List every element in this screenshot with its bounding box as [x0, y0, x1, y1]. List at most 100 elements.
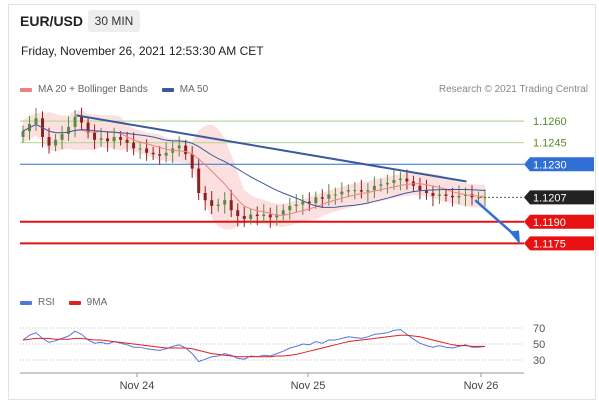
rsi-swatch — [20, 300, 32, 305]
candle-body — [418, 185, 422, 191]
candle-body — [457, 195, 461, 198]
rsi-ma-swatch — [68, 300, 81, 305]
x-tick-label: Nov 25 — [291, 380, 326, 392]
x-tick-label: Nov 26 — [464, 380, 499, 392]
candle-body — [314, 197, 318, 204]
candle-body — [34, 118, 38, 124]
candle-body — [210, 200, 214, 206]
ma50-line — [22, 123, 486, 208]
candle-body — [398, 178, 402, 181]
candle-body — [444, 194, 448, 196]
legend-ma50-label: MA 50 — [179, 84, 209, 95]
level-label-1.1190: 1.1190 — [533, 217, 566, 229]
rsi-tick-30: 30 — [533, 355, 545, 367]
candle-body — [450, 195, 454, 198]
candle-body — [145, 148, 149, 153]
timestamp: Friday, November 26, 2021 12:53:30 AM CE… — [21, 44, 264, 58]
rsi-tick-50: 50 — [533, 339, 545, 351]
candle-body — [353, 190, 357, 192]
level-badge-1.1207 — [524, 190, 594, 205]
research-credit: Research © 2021 Trading Central — [438, 84, 588, 95]
level-label-1.1175: 1.1175 — [533, 238, 566, 250]
price-legend: MA 20 + Bollinger Bands MA 50 — [20, 84, 222, 95]
candle-body — [158, 154, 162, 156]
candle-body — [119, 136, 123, 140]
candle-body — [366, 190, 370, 192]
candle-body — [203, 193, 207, 201]
candle-body — [164, 152, 168, 156]
rsi-legend: RSI 9MA — [20, 297, 121, 308]
candle-body — [340, 191, 344, 195]
candle-body — [60, 134, 64, 140]
candle-body — [125, 139, 129, 143]
candle-body — [99, 138, 103, 140]
candle-body — [301, 201, 305, 205]
legend-rsi-ma: 9MA — [68, 297, 108, 308]
rsi-ma-line — [22, 334, 485, 358]
candle-body — [177, 145, 181, 149]
candle-body — [197, 168, 201, 193]
candle-body — [476, 197, 480, 199]
candle-body — [93, 132, 97, 140]
candle-body — [67, 126, 71, 135]
candle-body — [47, 136, 51, 146]
candle-body — [275, 214, 279, 218]
candle-body — [307, 201, 311, 204]
level-label-1.1245: 1.1245 — [533, 138, 567, 150]
candle-body — [190, 154, 194, 169]
legend-rsi: RSI — [20, 297, 55, 308]
candle-body — [112, 136, 116, 142]
candle-body — [385, 182, 389, 185]
candle-body — [288, 205, 292, 211]
candle-body — [281, 210, 285, 215]
level-badge-1.1230 — [524, 157, 594, 172]
level-label-1.1260: 1.1260 — [533, 116, 567, 128]
candle-body — [346, 190, 350, 192]
level-label-1.1230: 1.1230 — [533, 159, 567, 171]
legend-ma50: MA 50 — [161, 84, 209, 95]
candle-body — [138, 148, 142, 150]
legend-ma20-label: MA 20 + Bollinger Bands — [38, 84, 148, 95]
candle-body — [294, 204, 298, 206]
rsi-tick-70: 70 — [533, 323, 545, 335]
candle-body — [333, 194, 337, 196]
candle-body — [379, 184, 383, 186]
candle-body — [21, 131, 25, 137]
ma20-swatch — [20, 87, 32, 92]
candle-body — [223, 200, 227, 205]
level-badge-1.1175 — [524, 236, 594, 251]
candle-body — [483, 197, 487, 199]
ma50-swatch — [161, 87, 174, 92]
candle-body — [327, 194, 331, 199]
candle-body — [431, 193, 435, 196]
candle-body — [359, 190, 363, 192]
candle-body — [236, 210, 240, 216]
candle-body — [151, 152, 155, 155]
candle-body — [132, 142, 136, 149]
legend-ma20: MA 20 + Bollinger Bands — [20, 84, 148, 95]
candle-body — [54, 139, 58, 146]
x-tick-label: Nov 24 — [120, 380, 155, 392]
candle-body — [392, 180, 396, 183]
candle-body — [268, 214, 272, 218]
trendline — [76, 114, 467, 183]
candle-body — [229, 200, 233, 211]
forecast-arrow-shaft — [474, 199, 515, 236]
level-badge-1.1190 — [524, 214, 594, 229]
candle-body — [255, 214, 259, 216]
forecast-arrow-head — [509, 230, 520, 245]
candle-body — [80, 116, 84, 123]
candle-body — [73, 116, 77, 127]
bollinger-band — [23, 110, 485, 230]
candle-body — [320, 197, 324, 199]
candle-body — [216, 204, 220, 206]
candle-body — [106, 138, 110, 142]
timeframe-badge[interactable]: 30 MIN — [88, 10, 140, 32]
candle-body — [405, 178, 409, 182]
candle-body — [424, 190, 428, 193]
candle-body — [437, 194, 441, 196]
candle-body — [242, 216, 246, 219]
candle-body — [372, 185, 376, 191]
legend-rsi-ma-label: 9MA — [86, 297, 108, 308]
candle-body — [86, 122, 90, 133]
